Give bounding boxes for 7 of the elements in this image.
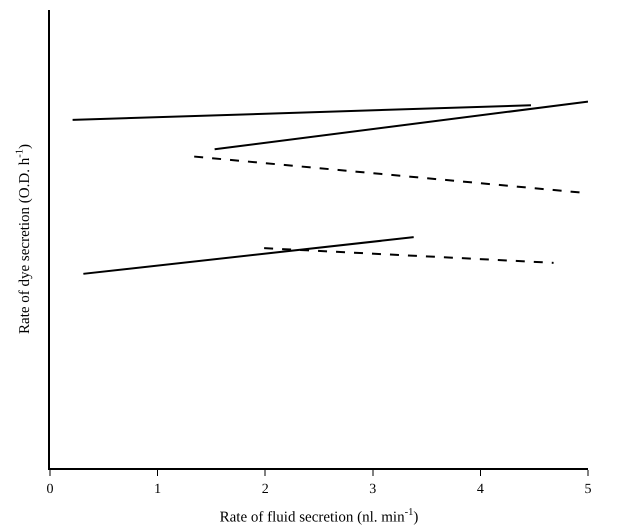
x-tick-label: 3	[369, 482, 376, 497]
x-tick-label: 2	[262, 482, 269, 497]
x-axis-title: Rate of fluid secretion (nl. min$^{-1}$)	[220, 507, 418, 526]
x-tick-label: 4	[476, 482, 484, 497]
x-tick-label: 1	[154, 482, 162, 497]
x-tick-label: 5	[584, 482, 592, 497]
x-tick-label: 0	[46, 482, 54, 497]
